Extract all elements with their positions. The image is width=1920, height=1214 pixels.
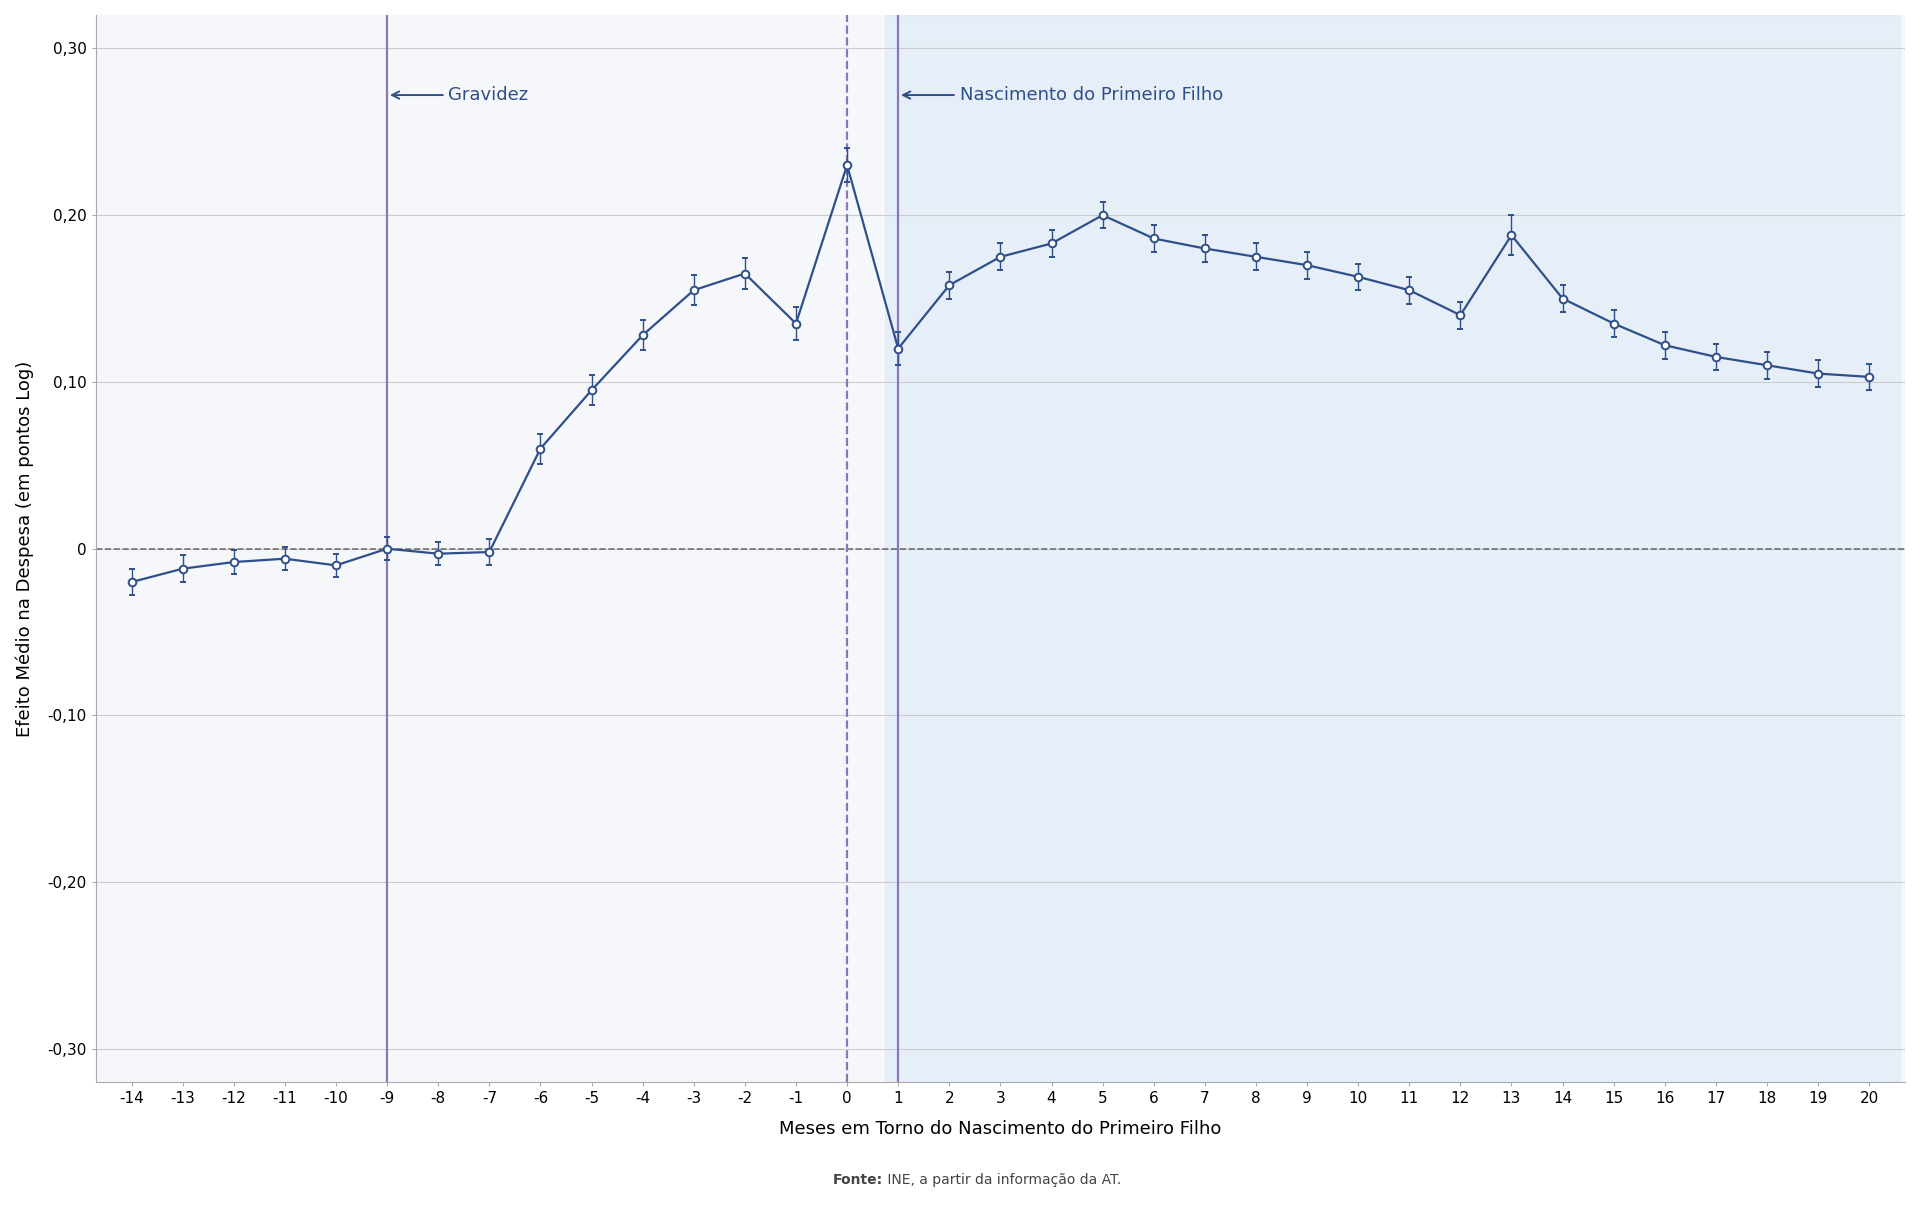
X-axis label: Meses em Torno do Nascimento do Primeiro Filho: Meses em Torno do Nascimento do Primeiro… xyxy=(780,1121,1221,1139)
Text: Nascimento do Primeiro Filho: Nascimento do Primeiro Filho xyxy=(902,86,1223,104)
Y-axis label: Efeito Médio na Despesa (em pontos Log): Efeito Médio na Despesa (em pontos Log) xyxy=(15,361,33,737)
Text: Fonte:: Fonte: xyxy=(833,1173,883,1187)
Bar xyxy=(885,15,1901,1083)
Text: INE, a partir da informação da AT.: INE, a partir da informação da AT. xyxy=(883,1173,1121,1187)
Text: Gravidez: Gravidez xyxy=(392,86,528,104)
